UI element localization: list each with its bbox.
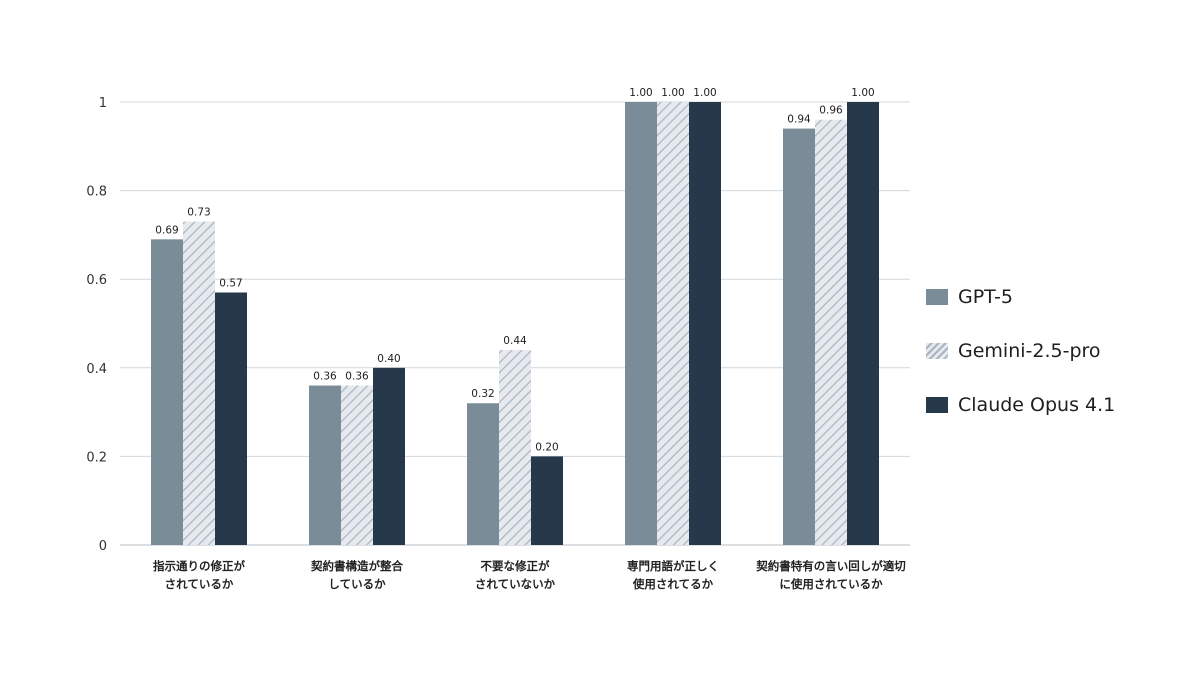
value-labels: 0.69 0.73 0.57 0.36 0.36 0.40 0.32 0.44 0.20 1.00…	[155, 87, 874, 453]
bar-claude-opus-4-1	[847, 102, 879, 545]
bar-gemini-2-5-pro	[499, 350, 531, 545]
x-category-label: 指示通りの修正が	[153, 559, 245, 573]
data-label: 0.73	[187, 207, 210, 219]
bar-claude-opus-4-1	[689, 102, 721, 545]
legend-swatch-gpt5	[926, 289, 948, 305]
legend-item-gemini: Gemini-2.5-pro	[926, 324, 1115, 378]
y-tick-label: 0.6	[86, 273, 107, 288]
data-label: 0.96	[819, 105, 843, 117]
data-label: 0.36	[313, 371, 337, 383]
data-label: 1.00	[851, 87, 874, 99]
y-tick-label: 1	[99, 96, 107, 111]
bar-gpt-5	[309, 385, 341, 545]
data-label: 0.94	[787, 114, 811, 126]
data-label: 0.20	[535, 441, 558, 453]
x-category-label: 契約書特有の言い回しが適切	[755, 559, 906, 573]
bar-gemini-2-5-pro	[183, 221, 215, 546]
x-category-label: されていないか	[475, 577, 556, 591]
y-tick-label: 0.2	[86, 450, 107, 465]
bar-gemini-2-5-pro	[657, 102, 689, 545]
legend-label-claude: Claude Opus 4.1	[958, 394, 1116, 416]
data-label: 1.00	[629, 87, 652, 99]
data-label: 0.69	[155, 224, 178, 236]
legend-item-gpt5: GPT-5	[926, 270, 1115, 324]
bar-gpt-5	[151, 239, 183, 545]
x-category-label: 使用されてるか	[632, 577, 714, 591]
bar-gpt-5	[625, 102, 657, 545]
y-axis-ticks: 0 0.2 0.4 0.6 0.8 1	[86, 96, 107, 554]
y-tick-label: 0.8	[86, 185, 107, 200]
x-category-label: しているか	[328, 577, 386, 591]
legend-item-claude: Claude Opus 4.1	[926, 378, 1115, 432]
bar-gpt-5	[783, 128, 815, 545]
legend: GPT-5 Gemini-2.5-pro Claude Opus 4.1	[926, 270, 1115, 432]
bar-gpt-5	[467, 403, 499, 545]
bar-gemini-2-5-pro	[341, 385, 373, 545]
legend-label-gpt5: GPT-5	[958, 286, 1013, 308]
y-tick-label: 0	[99, 539, 107, 554]
data-label: 0.32	[471, 388, 494, 400]
legend-label-gemini: Gemini-2.5-pro	[958, 340, 1101, 362]
x-category-label: に使用されているか	[779, 577, 883, 591]
data-label: 0.40	[377, 353, 400, 365]
x-category-label: 契約書構造が整合	[310, 559, 403, 573]
bar-claude-opus-4-1	[373, 367, 405, 545]
bar-claude-opus-4-1	[531, 456, 563, 545]
bars	[151, 102, 879, 546]
x-category-label: されているか	[165, 577, 234, 591]
y-tick-label: 0.4	[86, 362, 107, 377]
data-label: 0.36	[345, 371, 369, 383]
data-label: 1.00	[693, 87, 716, 99]
data-label: 1.00	[661, 87, 684, 99]
data-label: 0.57	[219, 277, 242, 289]
bar-claude-opus-4-1	[215, 292, 247, 545]
bar-gemini-2-5-pro	[815, 119, 847, 545]
legend-swatch-gemini	[926, 343, 948, 359]
legend-swatch-claude	[926, 397, 948, 413]
x-category-label: 専門用語が正しく	[627, 559, 719, 573]
data-label: 0.44	[503, 335, 527, 347]
x-category-label: 不要な修正が	[481, 559, 550, 573]
